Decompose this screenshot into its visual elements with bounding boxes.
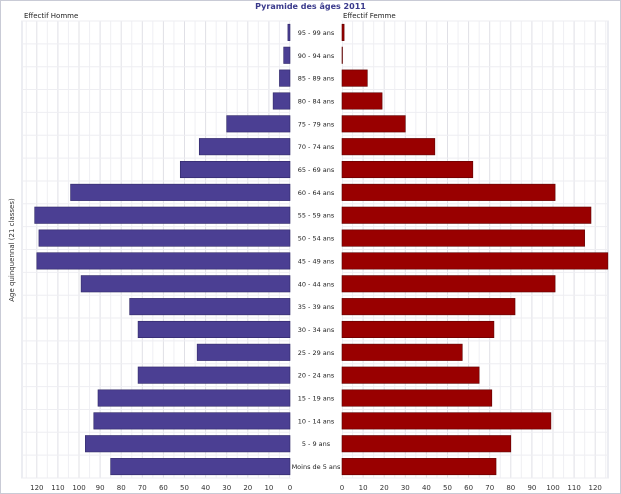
bar-femme bbox=[341, 92, 383, 110]
x-tick-label-left: 90 bbox=[96, 484, 105, 492]
bar-homme bbox=[97, 389, 291, 407]
category-label: 90 - 94 ans bbox=[298, 52, 335, 60]
bar-homme bbox=[34, 206, 291, 224]
x-tick-label-left: 20 bbox=[243, 484, 252, 492]
category-label: 55 - 59 ans bbox=[298, 212, 335, 220]
bar-femme bbox=[341, 435, 512, 453]
x-tick-label-left: 60 bbox=[159, 484, 168, 492]
x-tick-label-right: 100 bbox=[546, 484, 559, 492]
bar-homme bbox=[80, 275, 291, 293]
x-tick-label-left: 110 bbox=[51, 484, 64, 492]
x-tick-label-left: 30 bbox=[222, 484, 231, 492]
bar-homme bbox=[70, 183, 291, 201]
bar-femme bbox=[341, 138, 436, 156]
category-label: 70 - 74 ans bbox=[298, 143, 335, 151]
bar-homme bbox=[137, 366, 291, 384]
bar-homme bbox=[110, 458, 291, 476]
category-label: 20 - 24 ans bbox=[298, 372, 335, 380]
bar-homme bbox=[38, 229, 291, 247]
bar-homme bbox=[283, 46, 291, 64]
category-label: 65 - 69 ans bbox=[298, 166, 335, 174]
category-label: 5 - 9 ans bbox=[302, 440, 331, 448]
bar-femme bbox=[341, 115, 406, 133]
x-tick-label-right: 70 bbox=[485, 484, 494, 492]
bar-femme bbox=[341, 206, 592, 224]
bar-homme bbox=[279, 69, 291, 87]
bar-femme bbox=[341, 458, 497, 476]
category-label: 25 - 29 ans bbox=[298, 349, 335, 357]
bar-homme bbox=[129, 298, 291, 316]
bar-femme bbox=[341, 183, 556, 201]
bar-femme bbox=[341, 389, 493, 407]
bar-femme bbox=[341, 46, 343, 64]
x-tick-label-left: 70 bbox=[138, 484, 147, 492]
x-tick-label-right: 20 bbox=[380, 484, 389, 492]
bar-homme bbox=[287, 23, 291, 41]
x-tick-label-right: 10 bbox=[359, 484, 368, 492]
category-label: 40 - 44 ans bbox=[298, 280, 335, 288]
x-tick-label-right: 80 bbox=[506, 484, 515, 492]
x-tick-label-left: 100 bbox=[72, 484, 85, 492]
x-tick-label-right: 90 bbox=[527, 484, 536, 492]
x-tick-label-right: 40 bbox=[422, 484, 431, 492]
category-label: 75 - 79 ans bbox=[298, 120, 335, 128]
bar-femme bbox=[341, 229, 585, 247]
bar-femme bbox=[341, 298, 516, 316]
bar-homme bbox=[198, 138, 291, 156]
x-tick-label-left: 0 bbox=[288, 484, 292, 492]
category-label: Moins de 5 ans bbox=[292, 463, 341, 471]
x-tick-label-right: 50 bbox=[443, 484, 452, 492]
x-tick-label-left: 50 bbox=[180, 484, 189, 492]
category-label: 10 - 14 ans bbox=[298, 417, 335, 425]
category-label: 45 - 49 ans bbox=[298, 257, 335, 265]
bar-homme bbox=[272, 92, 291, 110]
bar-homme bbox=[85, 435, 291, 453]
category-label: 15 - 19 ans bbox=[298, 395, 335, 403]
x-tick-label-right: 30 bbox=[401, 484, 410, 492]
bar-femme bbox=[341, 160, 474, 179]
bar-femme bbox=[341, 69, 368, 87]
category-label: 50 - 54 ans bbox=[298, 235, 335, 243]
bar-homme bbox=[137, 320, 291, 339]
bar-femme bbox=[341, 320, 495, 339]
bar-femme bbox=[341, 366, 480, 384]
x-tick-label-right: 110 bbox=[567, 484, 580, 492]
x-tick-label-right: 0 bbox=[340, 484, 344, 492]
bar-homme bbox=[36, 252, 291, 270]
x-tick-label-left: 10 bbox=[264, 484, 273, 492]
category-column bbox=[290, 21, 342, 478]
bar-femme bbox=[341, 275, 556, 293]
x-tick-label-right: 60 bbox=[464, 484, 473, 492]
bar-femme bbox=[341, 23, 345, 41]
bar-femme bbox=[341, 412, 552, 430]
right-series-label: Effectif Femme bbox=[343, 12, 396, 20]
bar-homme bbox=[93, 412, 291, 430]
bar-homme bbox=[179, 160, 291, 179]
category-label: 35 - 39 ans bbox=[298, 303, 335, 311]
category-label: 30 - 34 ans bbox=[298, 326, 335, 334]
x-tick-label-right: 120 bbox=[589, 484, 602, 492]
x-tick-label-left: 40 bbox=[201, 484, 210, 492]
category-label: 95 - 99 ans bbox=[298, 29, 335, 37]
x-tick-label-left: 80 bbox=[117, 484, 126, 492]
chart-title: Pyramide des âges 2011 bbox=[255, 2, 366, 11]
category-label: 60 - 64 ans bbox=[298, 189, 335, 197]
bar-homme bbox=[196, 343, 291, 361]
bar-homme bbox=[226, 115, 291, 133]
bar-femme bbox=[341, 343, 463, 361]
category-label: 85 - 89 ans bbox=[298, 75, 335, 83]
bar-femme bbox=[341, 252, 609, 270]
x-tick-label-left: 120 bbox=[30, 484, 43, 492]
category-label: 80 - 84 ans bbox=[298, 97, 335, 105]
left-series-label: Effectif Homme bbox=[24, 12, 79, 20]
